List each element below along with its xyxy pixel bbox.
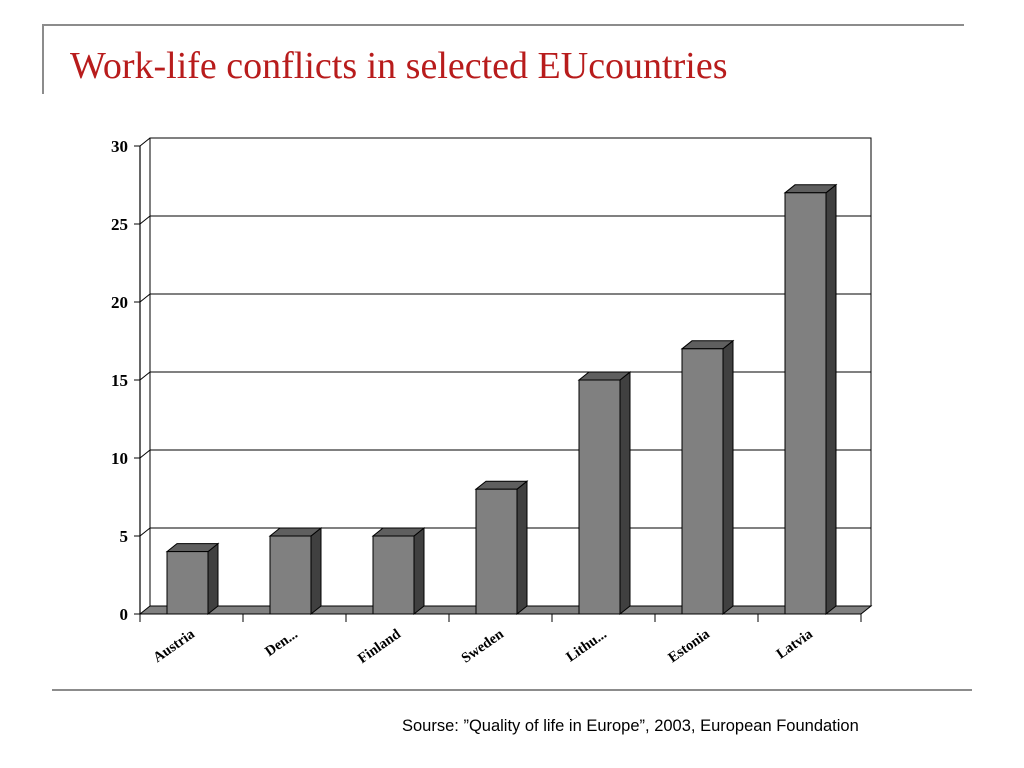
y-tick-label: 20 bbox=[111, 293, 128, 312]
x-tick-label: Austria bbox=[150, 626, 198, 666]
x-tick-label: Estonia bbox=[665, 626, 713, 666]
bar-front bbox=[166, 551, 209, 615]
gridline-diagonal bbox=[139, 527, 151, 537]
gridline-diagonal bbox=[139, 449, 151, 459]
bar-front bbox=[784, 192, 827, 615]
bar-side bbox=[619, 370, 631, 616]
bar bbox=[680, 339, 735, 616]
bar-side bbox=[516, 480, 528, 616]
gridline-diagonal bbox=[139, 137, 151, 147]
y-tick-label: 0 bbox=[120, 605, 129, 624]
bar bbox=[577, 370, 632, 616]
bar-front bbox=[681, 348, 724, 615]
bar-front bbox=[578, 379, 621, 615]
bar bbox=[371, 526, 426, 616]
y-tick-label: 30 bbox=[111, 137, 128, 156]
gridline-diagonal bbox=[139, 371, 151, 381]
bar bbox=[474, 480, 529, 616]
slide-frame-top bbox=[42, 24, 964, 26]
bar bbox=[268, 526, 323, 616]
slide-divider bbox=[52, 689, 972, 691]
bar bbox=[783, 183, 838, 616]
y-tick-label: 10 bbox=[111, 449, 128, 468]
bar-chart: 0 5 10 15 20 25 30 Austria Den... Finland Sweden Li… bbox=[111, 137, 873, 667]
bar-side bbox=[722, 339, 734, 616]
x-tick-label: Finland bbox=[355, 626, 404, 667]
x-tick-label: Den... bbox=[262, 626, 301, 660]
gridline-diagonal bbox=[139, 293, 151, 303]
bar bbox=[165, 542, 220, 616]
y-tick-label: 15 bbox=[111, 371, 128, 390]
slide-title: Work-life conflicts in selected EUcountr… bbox=[70, 45, 728, 87]
bar-front bbox=[475, 488, 518, 615]
bar-side bbox=[207, 542, 219, 616]
slide-frame-left bbox=[42, 24, 44, 94]
y-tick-label: 25 bbox=[111, 215, 128, 234]
bar-front bbox=[269, 535, 312, 615]
x-tick-label: Lithu... bbox=[563, 626, 609, 665]
bar-front bbox=[372, 535, 415, 615]
x-tick-label: Sweden bbox=[459, 626, 507, 666]
bar-side bbox=[825, 183, 837, 616]
gridline-diagonal bbox=[139, 215, 151, 225]
y-tick-label: 5 bbox=[120, 527, 129, 546]
bar-side bbox=[310, 526, 322, 616]
bar-side bbox=[413, 526, 425, 616]
source-note: Sourse: ”Quality of life in Europe”, 200… bbox=[402, 717, 859, 735]
x-tick-label: Latvia bbox=[774, 626, 817, 663]
